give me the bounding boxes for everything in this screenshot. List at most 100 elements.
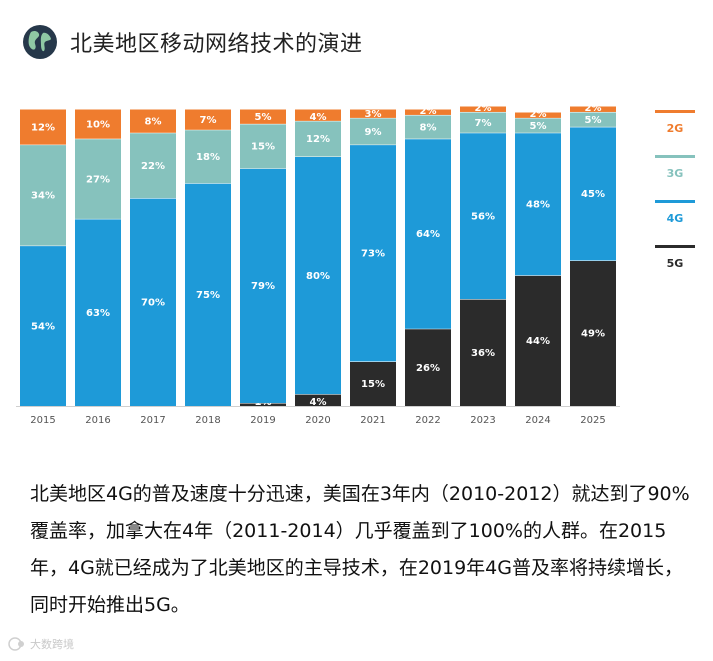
- data-label-4G-2022: 64%: [416, 229, 440, 240]
- description-paragraph: 北美地区4G的普及速度十分迅速，美国在3年内（2010-2012）就达到了90%…: [30, 483, 690, 616]
- data-label-4G-2025: 45%: [581, 189, 605, 200]
- watermark-logo-icon: [8, 637, 24, 651]
- bar-segment-4G-2025: [570, 126, 616, 261]
- data-label-2G-2025: 2%: [585, 103, 602, 114]
- bar-segment-5G-2019: [240, 403, 286, 406]
- data-label-4G-2015: 54%: [31, 321, 55, 332]
- data-label-4G-2024: 48%: [526, 200, 550, 211]
- data-label-2G-2024: 2%: [530, 109, 547, 120]
- globe-icon: [23, 25, 57, 59]
- bar-segment-2G-2025: [570, 106, 616, 112]
- data-label-2G-2019: 5%: [255, 112, 272, 123]
- bar-segment-5G-2023: [460, 299, 506, 406]
- x-tick-label-2020: 2020: [305, 415, 330, 426]
- bar-segment-5G-2021: [350, 361, 396, 406]
- bar-segment-2G-2022: [405, 109, 451, 115]
- bar-segment-4G-2021: [350, 144, 396, 362]
- data-label-3G-2019: 15%: [251, 142, 275, 153]
- bar-segment-2G-2018: [185, 109, 231, 130]
- x-tick-label-2021: 2021: [360, 415, 385, 426]
- bar-segment-4G-2018: [185, 183, 231, 406]
- bar-segment-3G-2019: [240, 123, 286, 169]
- bar-segment-3G-2018: [185, 129, 231, 184]
- legend-swatch-2G: [655, 110, 695, 113]
- x-tick-label-2015: 2015: [30, 415, 55, 426]
- bar-group-2017: 70% 22% 8%: [130, 108, 176, 406]
- bar-segment-3G-2017: [130, 132, 176, 199]
- bar-segment-4G-2015: [20, 245, 66, 406]
- data-label-5G-2023: 36%: [471, 348, 495, 359]
- data-label-2G-2020: 4%: [310, 112, 327, 123]
- bar-segment-4G-2020: [295, 156, 341, 395]
- bar-group-2019: 1%79%15%5%: [240, 108, 286, 408]
- bar-segment-3G-2025: [570, 111, 616, 127]
- data-label-3G-2016: 27%: [86, 174, 110, 185]
- bar-segment-5G-2022: [405, 328, 451, 406]
- data-label-2G-2021: 3%: [365, 109, 382, 120]
- bar-segment-4G-2023: [460, 132, 506, 300]
- bar-group-2020: 4% 80% 12% 4%: [295, 108, 341, 408]
- x-tick-label-2023: 2023: [470, 415, 495, 426]
- bar-segment-2G-2015: [20, 109, 66, 145]
- x-tick-label-2024: 2024: [525, 415, 550, 426]
- bar-segment-3G-2020: [295, 120, 341, 157]
- bar-segment-3G-2023: [460, 111, 506, 133]
- bar-segment-2G-2024: [515, 111, 561, 118]
- data-label-2G-2016: 10%: [86, 119, 110, 130]
- x-tick-label-2018: 2018: [195, 415, 220, 426]
- data-label-5G-2024: 44%: [526, 336, 550, 347]
- data-label-3G-2024: 5%: [530, 121, 547, 132]
- x-tick-label-2019: 2019: [250, 415, 275, 426]
- legend-label-3G: 3G: [667, 167, 684, 180]
- bar-group-2022: 26% 64% 8% 2%: [405, 106, 451, 406]
- data-label-4G-2018: 75%: [196, 290, 220, 301]
- data-label-5G-2022: 26%: [416, 363, 440, 374]
- legend-swatch-3G: [655, 155, 695, 158]
- data-label-5G-2025: 49%: [581, 329, 605, 340]
- data-label-2G-2018: 7%: [200, 115, 217, 126]
- data-label-5G-2020: 4%: [310, 397, 327, 408]
- data-label-4G-2019: 79%: [251, 281, 275, 292]
- bar-segment-3G-2016: [75, 138, 121, 219]
- x-tick-label-2017: 2017: [140, 415, 165, 426]
- header: 北美地区移动网络技术的演进: [22, 22, 363, 62]
- bar-segment-2G-2023: [460, 106, 506, 112]
- bar-segment-2G-2019: [240, 109, 286, 124]
- data-label-3G-2021: 9%: [365, 127, 382, 138]
- bar-segment-3G-2021: [350, 117, 396, 145]
- data-label-4G-2020: 80%: [306, 271, 330, 282]
- bar-segment-3G-2022: [405, 114, 451, 139]
- data-label-3G-2020: 12%: [306, 134, 330, 145]
- data-label-4G-2017: 70%: [141, 298, 165, 309]
- data-label-3G-2022: 8%: [420, 122, 437, 133]
- data-label-3G-2023: 7%: [475, 118, 492, 129]
- bar-segment-2G-2020: [295, 109, 341, 121]
- bar-segment-5G-2020: [295, 394, 341, 406]
- data-label-3G-2015: 34%: [31, 191, 55, 202]
- bar-segment-4G-2016: [75, 218, 121, 406]
- watermark-text: 大数跨境: [30, 638, 74, 651]
- data-label-3G-2018: 18%: [196, 152, 220, 163]
- legend-label-4G: 4G: [667, 212, 684, 225]
- bar-group-2021: 15% 73% 9% 3%: [350, 108, 396, 406]
- x-tick-label-2025: 2025: [580, 415, 605, 426]
- page-title: 北美地区移动网络技术的演进: [70, 32, 363, 57]
- bar-segment-4G-2022: [405, 138, 451, 329]
- bar-segment-2G-2017: [130, 109, 176, 133]
- bar-segment-5G-2024: [515, 275, 561, 406]
- data-label-2G-2015: 12%: [31, 122, 55, 133]
- bar-segment-4G-2017: [130, 198, 176, 406]
- data-label-5G-2021: 15%: [361, 379, 385, 390]
- bar-segment-3G-2015: [20, 144, 66, 246]
- x-tick-label-2016: 2016: [85, 415, 110, 426]
- legend-label-5G: 5G: [667, 257, 684, 270]
- bar-group-2016: 63% 27% 10%: [75, 108, 121, 406]
- bar-segment-2G-2021: [350, 109, 396, 118]
- data-label-4G-2016: 63%: [86, 308, 110, 319]
- data-label-3G-2017: 22%: [141, 161, 165, 172]
- data-label-3G-2025: 5%: [585, 115, 602, 126]
- bar-group-2015: 54% 34% 12%: [20, 108, 66, 406]
- legend-swatch-5G: [655, 245, 695, 248]
- data-label-2G-2023: 2%: [475, 103, 492, 114]
- bar-group-2024: 44% 48% 5%2%: [515, 109, 561, 406]
